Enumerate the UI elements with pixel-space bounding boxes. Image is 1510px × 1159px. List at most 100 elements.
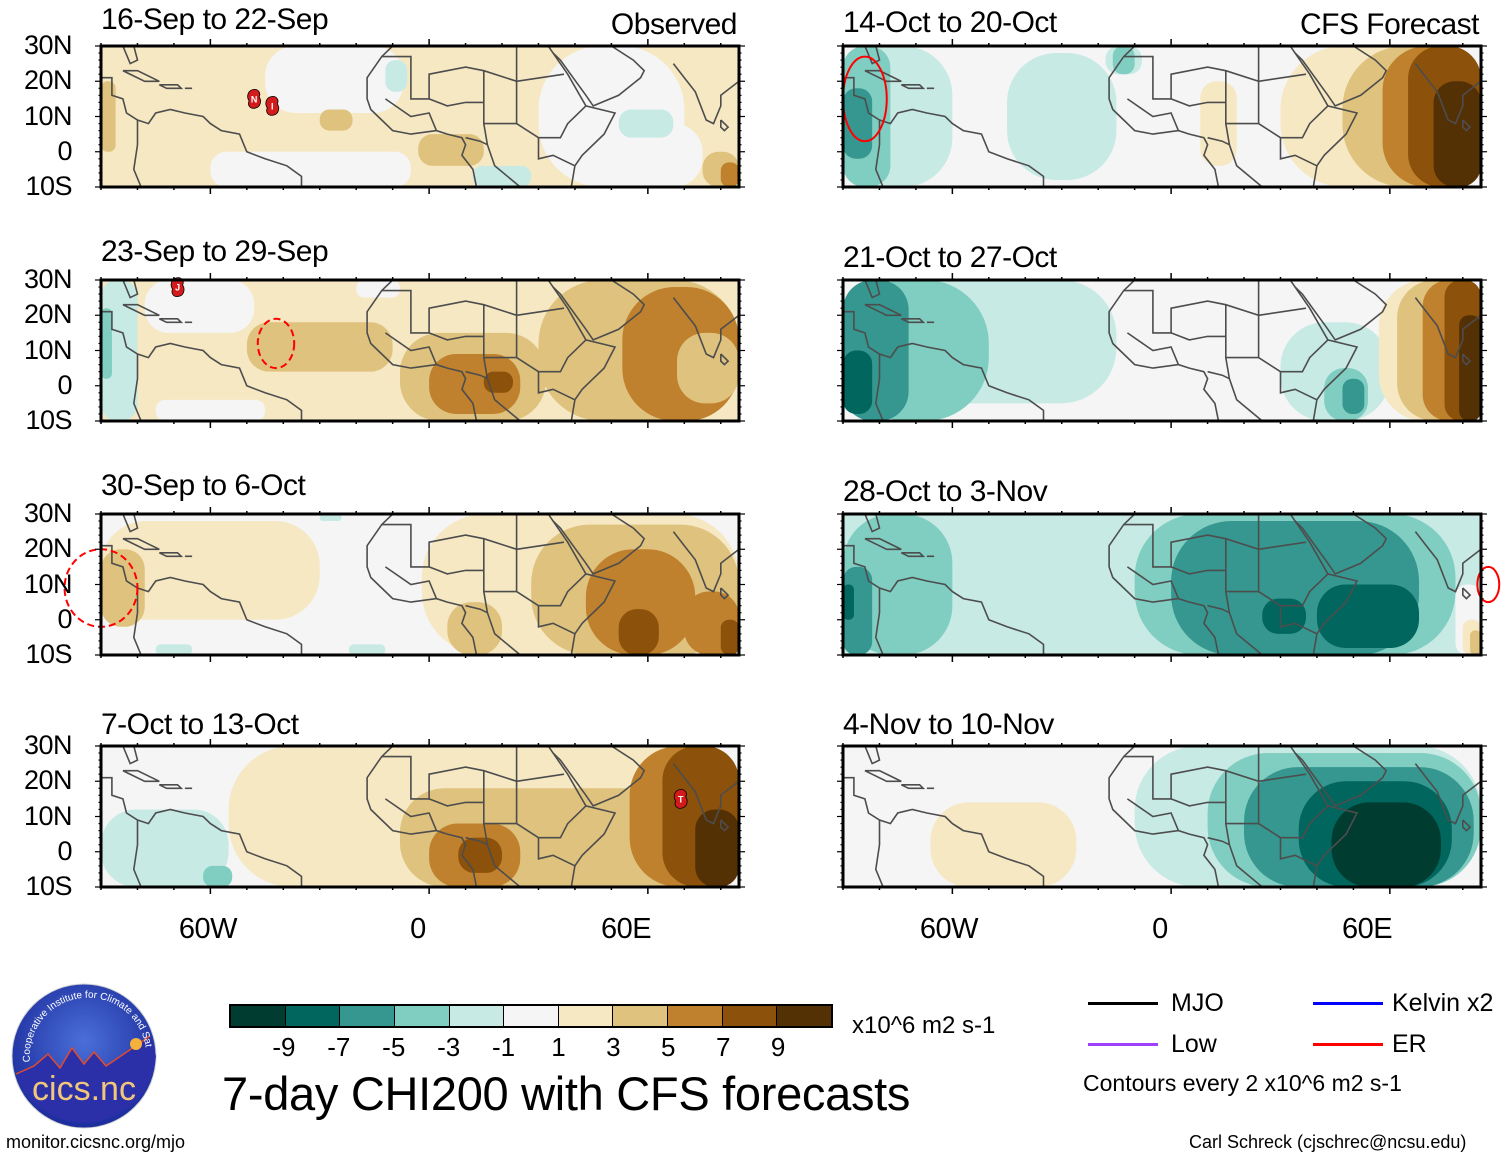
country-border [428,798,484,807]
colorbar-swatch [722,1006,778,1026]
coastline [900,84,926,90]
xtick-label-0-left: 0 [410,913,426,945]
country-border [537,837,576,867]
country-border [384,332,438,365]
contour-region [1007,53,1117,180]
coastline [101,280,145,299]
coastline [672,63,739,125]
coastline [132,354,142,421]
country-border [1126,98,1180,131]
contour-region [101,809,229,887]
coastline [1294,514,1388,575]
country-border [381,746,518,800]
coastline [720,353,730,366]
contour-region [720,619,739,655]
contour-fill-group [101,46,739,187]
country-border [516,573,587,607]
coastline [1108,46,1220,187]
coastline [552,46,646,107]
contour-fill-group [101,514,739,655]
country-border [1258,307,1307,317]
coastline [900,552,926,558]
contour-region [418,134,484,166]
country-border [1207,604,1230,614]
country-border [1258,339,1329,373]
contour-fill-group [843,514,1481,655]
country-border [1258,73,1307,83]
ytick-label: 10S [25,639,72,669]
panel-title-p3: 30-Sep to 6-Oct [101,469,306,502]
colorbar-swatch [394,1006,450,1026]
contour-region [319,109,353,131]
coastline [864,303,902,317]
contour-region [1433,81,1481,187]
coastline [1462,119,1472,132]
legend-label-er: ER [1392,1030,1427,1058]
contour-region [695,809,739,887]
colorbar-swatch [340,1006,395,1026]
ytick-label: 20N [23,299,73,330]
ytick-label: 0 [57,835,72,866]
contour-region [319,514,342,522]
storm-letter: N [251,94,258,104]
country-border [428,332,484,341]
contour-region [677,332,739,404]
country-border [1170,566,1226,575]
coastline [132,120,142,187]
cics-nc-logo: Cooperative Institute for Climate and Sa… [10,982,157,1129]
colorbar-tick-label: 7 [715,1032,731,1062]
coastline [101,514,145,533]
colorbar [229,1004,833,1028]
coastline [1462,353,1472,366]
ytick-label: 0 [57,603,72,634]
coastline [1294,46,1388,107]
contour-region [930,802,1077,887]
coastline [366,46,478,187]
coastline [132,820,142,887]
contour-region [843,584,854,620]
colorbar-tick-label: 9 [770,1032,786,1062]
contour-region [101,549,145,627]
contour-region [101,308,112,379]
legend-label-kelvin: Kelvin x2 [1392,989,1494,1017]
colorbar-units: x10^6 m2 s-1 [852,1012,996,1039]
coastline [552,280,646,341]
site-url[interactable]: monitor.cicsnc.org/mjo [6,1132,186,1152]
country-border [1123,280,1260,334]
map-panel-p5 [837,39,1487,194]
colorbar-swatch [449,1006,505,1026]
coastline [101,46,145,65]
colorbar-swatch [231,1006,286,1026]
coastline [874,820,884,887]
coastline [864,769,902,783]
country-border [1279,137,1318,167]
coastline [158,552,184,558]
panel-title-p8: 4-Nov to 10-Nov [843,708,1054,741]
coastline [1108,514,1220,655]
contour-fill-group [843,280,1481,421]
colorbar-tick-label: -5 [382,1032,406,1062]
cfs-forecast-label: CFS Forecast [1299,8,1480,41]
country-border [1258,573,1329,607]
coastline [1462,819,1472,832]
map-panel-p2: J [95,273,745,428]
ytick-label: 10N [23,800,73,831]
coastline [122,303,160,317]
observed-label: Observed [610,8,738,41]
country-border [1225,591,1263,655]
coastline [720,119,730,132]
contour-note: Contours every 2 x10^6 m2 s-1 [1083,1070,1402,1096]
legend-label-mjo: MJO [1171,989,1224,1017]
coastline [1134,280,1359,421]
country-border [1170,798,1226,807]
coastline [101,776,303,887]
panel-title-p2: 23-Sep to 29-Sep [101,235,329,268]
country-border [516,105,587,139]
coastline [1462,587,1472,600]
xtick-label-0-right: 0 [1152,913,1168,945]
country-border [483,591,521,655]
coastline [552,514,646,575]
coastline [672,297,739,359]
coastline [672,531,739,593]
colorbar-swatch [777,1006,832,1026]
